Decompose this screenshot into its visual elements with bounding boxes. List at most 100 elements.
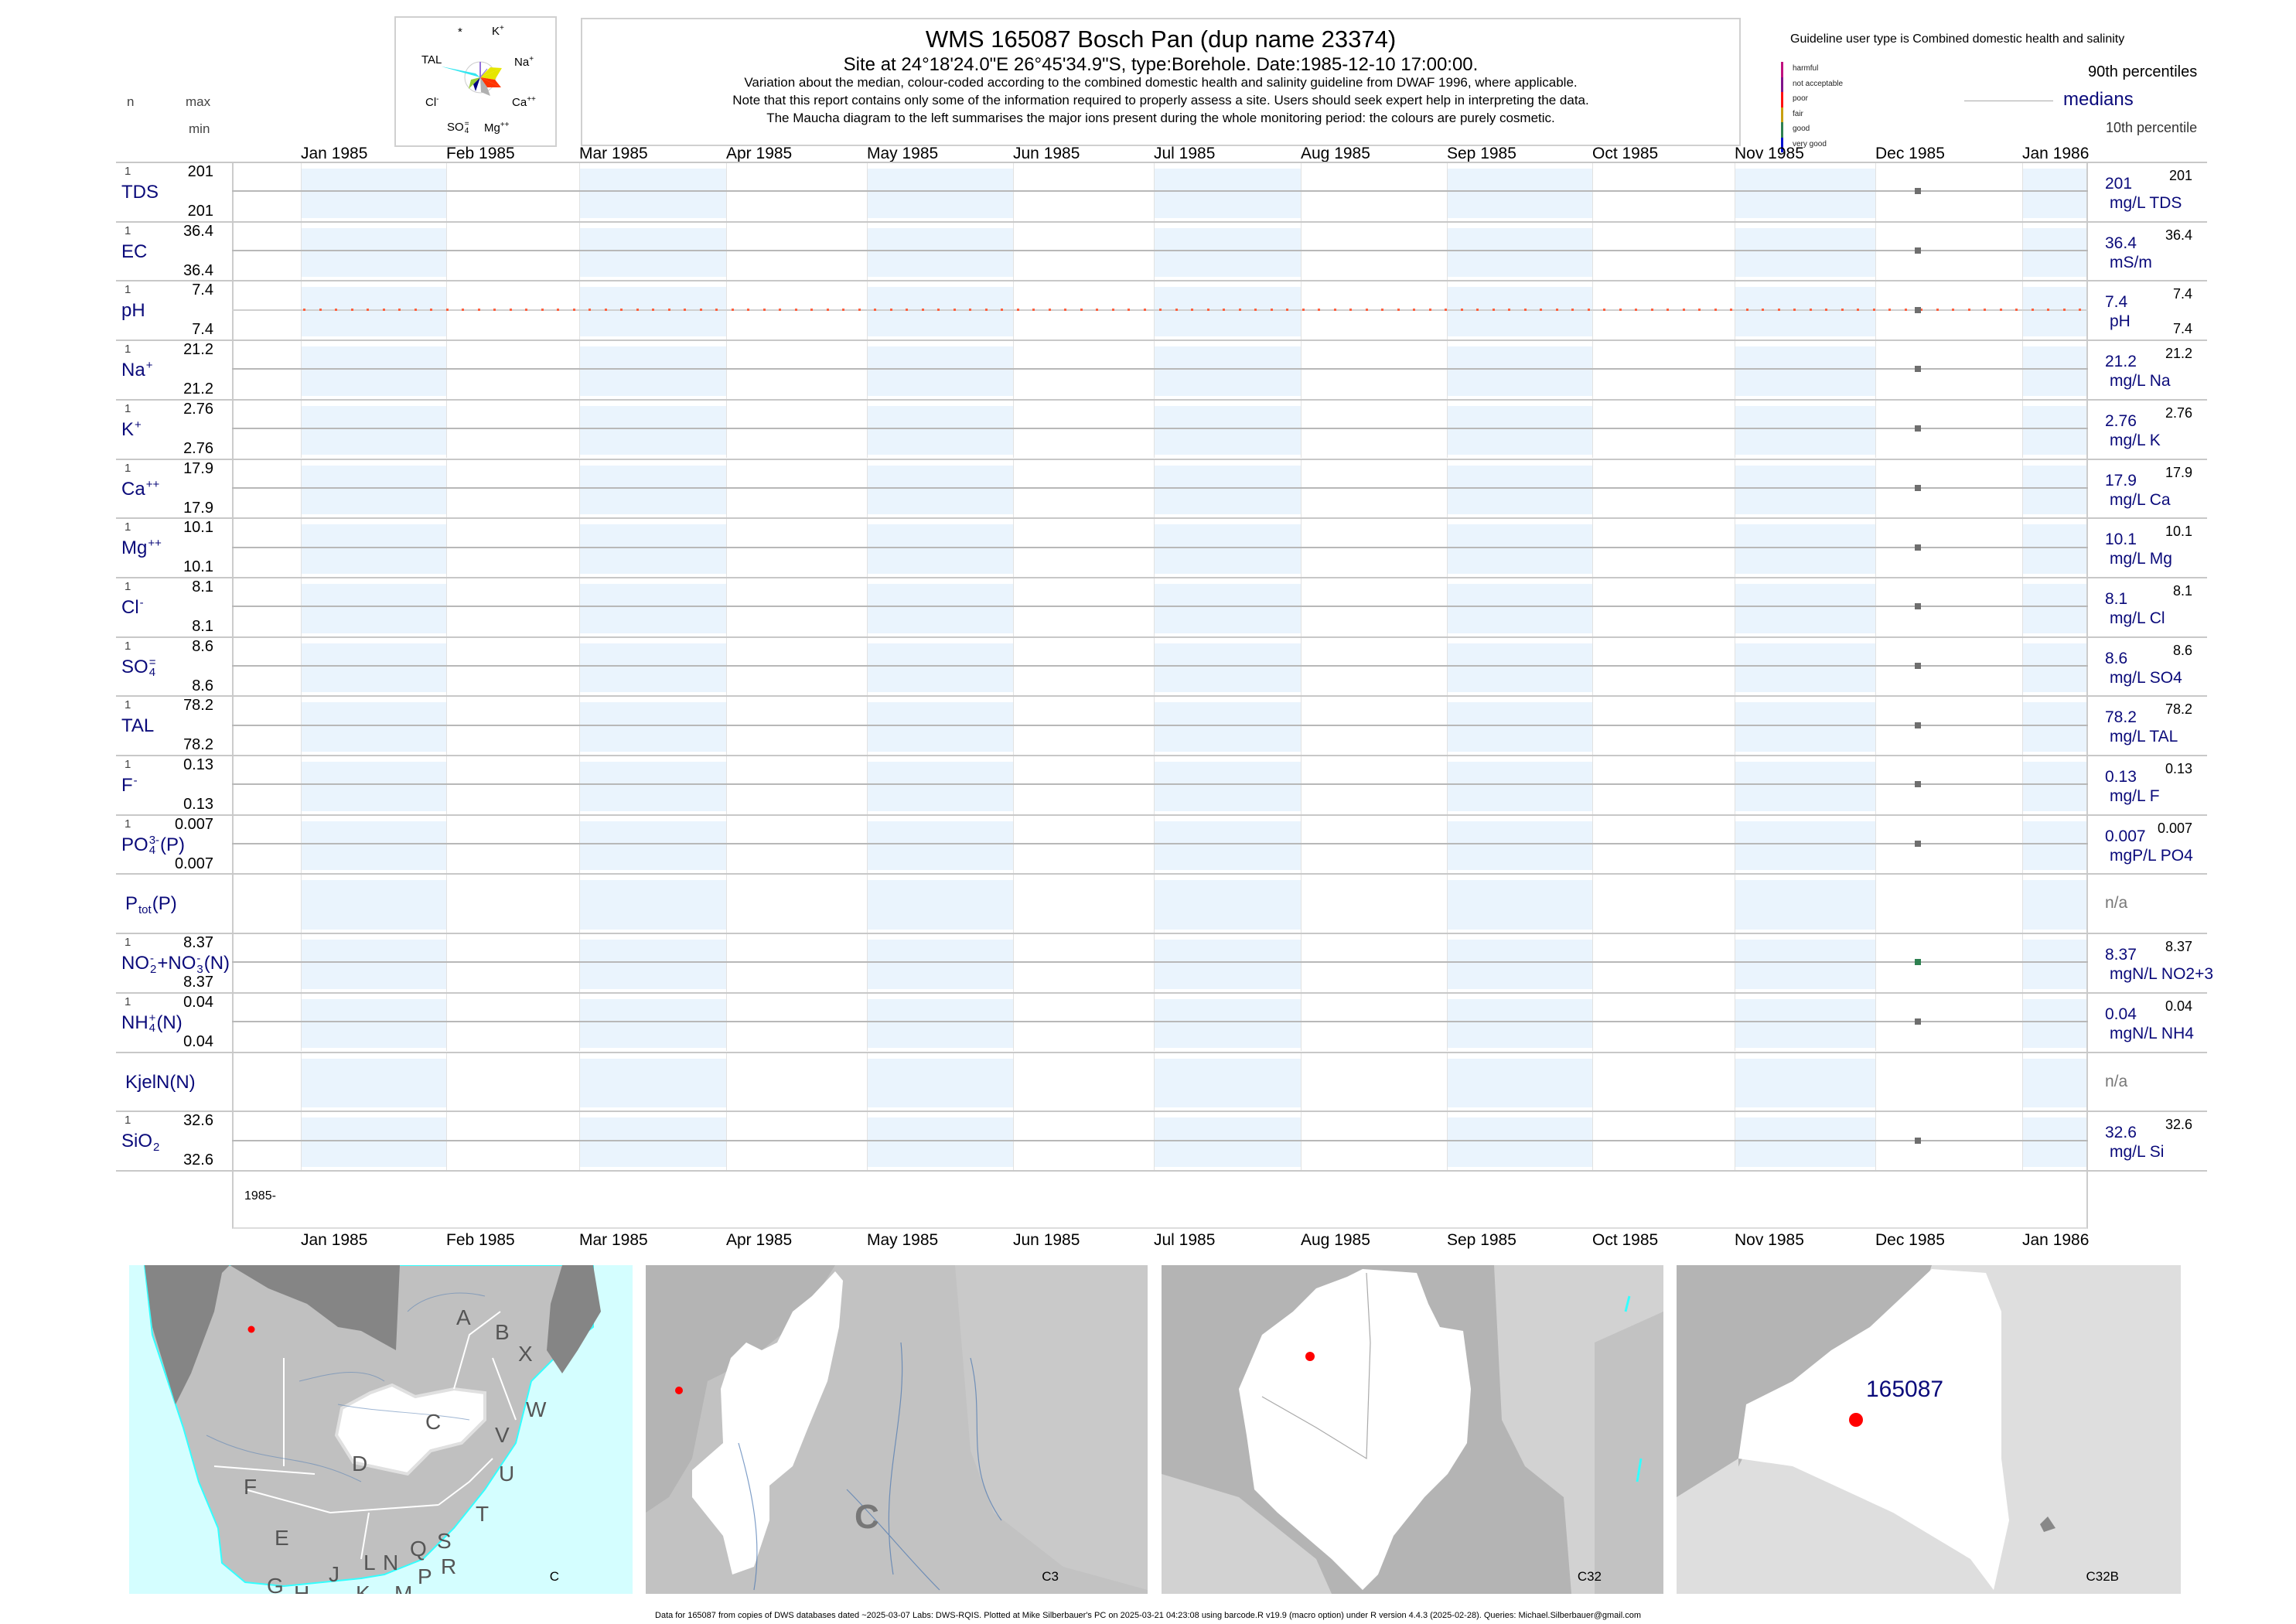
region-label: K: [356, 1581, 370, 1594]
x-tick-label-top: Feb 1985: [446, 145, 515, 162]
month-shade: [2022, 702, 2086, 752]
subscript: 2: [153, 1140, 160, 1154]
region-label: W: [526, 1397, 547, 1421]
guideline-dot: [1682, 309, 1685, 312]
month-shade: [579, 762, 726, 811]
row-separator: [116, 398, 2207, 401]
parameter-label-text: TAL: [121, 715, 155, 737]
median-value: 21.2: [2105, 353, 2137, 371]
guideline-dot: [1571, 309, 1574, 312]
p90-value: 10.1: [2165, 524, 2192, 540]
parameter-label-text: Cl: [121, 596, 139, 618]
unit-label: mg/L Cl: [2110, 609, 2165, 627]
month-shade: [301, 1117, 446, 1167]
month-shade: [1735, 465, 1875, 515]
site-label: 165087: [1866, 1377, 1943, 1402]
guideline-dot: [1841, 309, 1844, 312]
month-gridline: [1013, 1051, 1014, 1111]
guideline-dot: [889, 309, 892, 312]
parameter-label-text: TDS: [121, 182, 159, 203]
sample-count: 1: [125, 461, 131, 475]
row-separator: [116, 991, 2207, 994]
guideline-dot: [1175, 309, 1178, 312]
guideline-dot: [1476, 309, 1479, 312]
month-gridline: [301, 1051, 302, 1111]
guideline-dot: [810, 309, 813, 312]
month-shade: [301, 524, 446, 574]
parameter-label-script: = 4: [149, 657, 156, 678]
month-gridline: [1154, 873, 1155, 933]
data-point: [1915, 425, 1922, 432]
guideline-dot: [1128, 309, 1130, 312]
x-tick-label-bottom: Feb 1985: [446, 1231, 515, 1249]
unit-label: mg/L SO4: [2110, 668, 2182, 687]
map-c32: [1162, 1265, 1663, 1594]
region-label: X: [518, 1342, 533, 1366]
median-value: 2.76: [2105, 411, 2137, 430]
min-value: 0.13: [183, 796, 213, 813]
map-region-label-c3: C: [855, 1498, 879, 1536]
month-gridline: [2022, 1051, 2023, 1111]
median-line: [232, 843, 2088, 845]
max-value: 78.2: [183, 697, 213, 715]
subscript: tot: [138, 903, 152, 917]
guideline-dot: [1872, 309, 1875, 312]
min-value: 78.2: [183, 736, 213, 754]
month-shade: [579, 702, 726, 752]
parameter-label-text: NO: [121, 953, 149, 974]
maucha-ca-sup: ++: [527, 95, 536, 104]
guideline-dot: [1064, 309, 1066, 312]
site-marker-c32: [1305, 1352, 1315, 1361]
guideline-dot: [874, 309, 876, 312]
guideline-dot: [1397, 309, 1400, 312]
month-shade: [301, 583, 446, 633]
parameter-label-script: 2: [153, 1131, 159, 1152]
month-shade: [579, 1058, 726, 1108]
guideline-dot: [367, 309, 369, 312]
month-shade: [2022, 227, 2086, 278]
subscript: [148, 549, 162, 560]
guideline-dot: [699, 309, 702, 312]
month-gridline: [867, 873, 868, 933]
month-shade: [2022, 346, 2086, 396]
guideline-dot: [1635, 309, 1637, 312]
x-tick-label-top: Jan 1986: [2022, 145, 2090, 162]
guideline-dot: [984, 309, 988, 312]
p90-value: 201: [2168, 168, 2192, 183]
subscript: 3: [196, 962, 203, 976]
parameter-label: EC: [121, 241, 147, 263]
data-point: [1915, 781, 1922, 788]
row-separator: [116, 1111, 2207, 1113]
month-gridline: [446, 873, 447, 933]
month-shade: [301, 762, 446, 811]
unit-label: mS/m: [2110, 253, 2152, 271]
month-shade: [2022, 169, 2086, 218]
parameter-label-script: +4: [149, 1012, 156, 1034]
guideline-dot: [1111, 309, 1114, 312]
guideline-dot: [842, 309, 844, 312]
month-shade: [1447, 524, 1592, 574]
guideline-dot: [1016, 309, 1019, 312]
parameter-label-text: (N): [203, 953, 230, 974]
parameter-label-text: (P): [160, 834, 186, 855]
title-box: WMS 165087 Bosch Pan (dup name 23374) Si…: [581, 18, 1741, 146]
guideline-dot: [477, 309, 480, 312]
subscript: [146, 490, 160, 500]
sample-count: 1: [125, 698, 131, 712]
month-shade: [2022, 821, 2086, 871]
month-shade: [2022, 998, 2086, 1049]
month-shade: [1447, 880, 1592, 930]
min-value: 8.6: [192, 677, 213, 694]
row-separator: [116, 280, 2207, 282]
guideline-dot: [921, 309, 924, 312]
guideline-dot: [1857, 309, 1859, 312]
p90-value: 8.1: [2172, 582, 2192, 599]
month-shade: [2022, 1117, 2086, 1167]
row-separator: [116, 220, 2207, 223]
guideline-dot: [1238, 309, 1241, 312]
month-shade: [867, 762, 1013, 811]
parameter-label-text: NH: [121, 1012, 148, 1033]
parameter-label-text: K: [121, 418, 135, 440]
subscript: [146, 371, 153, 382]
